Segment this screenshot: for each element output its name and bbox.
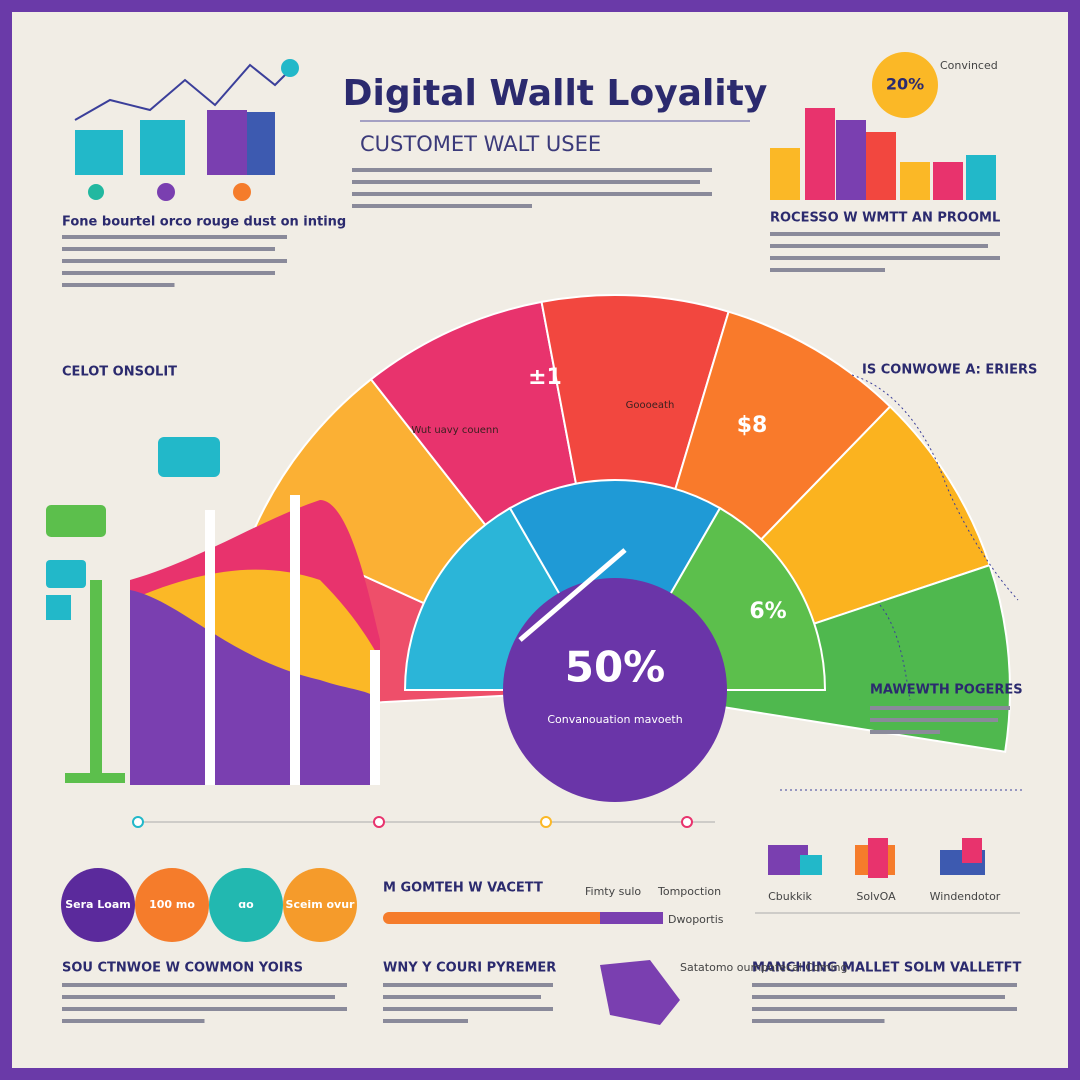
text-line	[62, 247, 275, 251]
section-heading: MANCHIING MALLET SOLM VALLETFT	[752, 961, 1021, 976]
text-line	[62, 271, 275, 275]
text-line	[62, 995, 335, 999]
section-heading: SOU CTNWOE W COWMON YOIRS	[62, 961, 303, 976]
stat-circle	[61, 868, 135, 942]
progress-label: Dwoportis	[668, 913, 724, 926]
section-heading: ROCESSO W WMTT AN PROOML	[770, 211, 1000, 226]
badge-note: Convinced	[940, 59, 998, 72]
timeline-dots	[132, 816, 693, 828]
text-line	[62, 283, 175, 287]
text-line	[383, 1019, 468, 1023]
text-line	[770, 256, 1000, 260]
center-value: 50%	[565, 643, 666, 692]
text-line	[352, 192, 712, 196]
progress-label: Tompoction	[657, 885, 721, 898]
stat-label: ɑo	[238, 898, 254, 911]
progress-heading: M GOMTEH W VACETT	[383, 881, 543, 896]
center-disc	[503, 578, 727, 802]
wedge-label: $8	[737, 413, 768, 438]
stat-circle	[283, 868, 357, 942]
title: Digital Wallt Loyality	[343, 73, 768, 114]
center-caption: Convanouation mavoeth	[547, 713, 682, 726]
text-line	[870, 730, 940, 734]
side-label: CELOT ONSOLIT	[62, 365, 177, 380]
wedge-label: ±1	[528, 365, 562, 390]
text-line	[352, 168, 712, 172]
text-line	[770, 268, 885, 272]
side-label: MAWEWTH POGERES	[870, 683, 1023, 698]
stat-label: Sera Loam	[65, 898, 131, 911]
text-line	[352, 204, 532, 208]
text-line	[352, 180, 700, 184]
section-heading: Fone bourtel orco rouge dust on inting	[62, 215, 346, 230]
top-right-chart	[770, 52, 996, 200]
text-line	[383, 983, 553, 987]
text-line	[770, 232, 1000, 236]
subtitle: CUSTOMET WALT USEE	[360, 132, 601, 156]
text-line	[752, 995, 1005, 999]
wedge-caption: Wut uavy couenn	[411, 425, 498, 436]
text-line	[752, 1007, 1017, 1011]
section-heading: WNY Y COURI PYREMER	[383, 961, 556, 976]
text-line	[752, 983, 1017, 987]
text-line	[752, 1019, 885, 1023]
note: Satatomo oumpotecal Coming	[680, 961, 847, 974]
text-line	[383, 995, 541, 999]
text-line	[62, 235, 287, 239]
stat-label: Sceim ovur	[286, 898, 356, 911]
connectors	[780, 374, 1022, 791]
text-line	[383, 1007, 553, 1011]
needle	[518, 548, 627, 642]
bottom-circles: Sera Loam 100 mo ɑo Sceim ovur	[61, 868, 357, 942]
text-line	[62, 1007, 347, 1011]
text-line	[770, 244, 988, 248]
icon-label: Windendotor	[930, 890, 1001, 903]
icons	[600, 838, 985, 1025]
stat-circle	[135, 868, 209, 942]
area-chart	[46, 437, 380, 785]
wedge-caption: Goooeath	[626, 400, 675, 411]
stat-circle	[209, 868, 283, 942]
badge: 20%	[886, 75, 924, 94]
progress-bar	[383, 912, 663, 924]
text-line	[62, 259, 287, 263]
text-line	[870, 718, 998, 722]
progress-label: Fimty sulo	[585, 885, 641, 898]
text-line	[62, 1019, 205, 1023]
stat-label: 100 mo	[149, 898, 195, 911]
wedge-label: 6%	[749, 599, 786, 624]
text-line	[870, 706, 1010, 710]
side-label: IS CONWOWE A: ERIERS	[862, 363, 1037, 378]
text-line	[62, 983, 347, 987]
progress-bar	[600, 912, 663, 924]
icon-label: SolvOA	[856, 890, 896, 903]
icon-label: Cbukkik	[768, 890, 812, 903]
top-left-chart	[74, 59, 299, 201]
